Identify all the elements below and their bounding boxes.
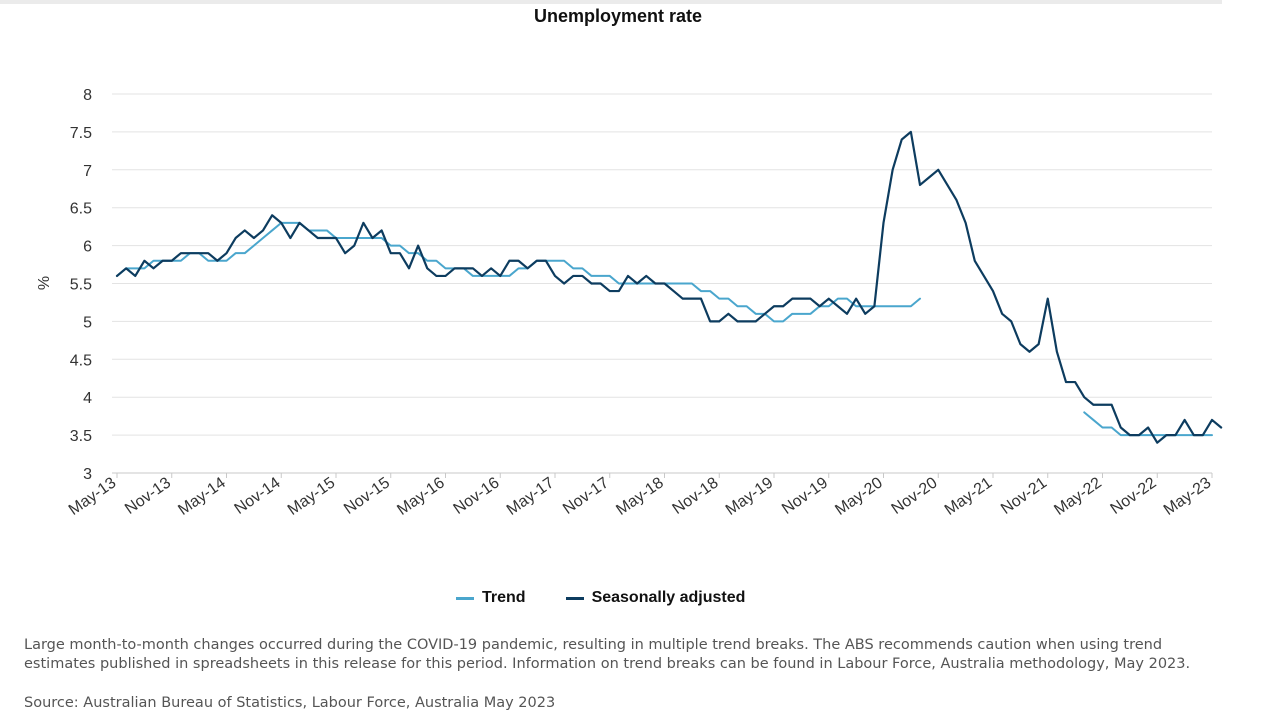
x-tick-label: Nov-14	[232, 474, 284, 518]
x-tick-label: Nov-19	[779, 474, 831, 518]
legend-item-seasonally-adjusted[interactable]: Seasonally adjusted	[565, 589, 746, 607]
line-chart: 8 7.5 7 6.5 6 5.5 5 4.5 4 3.5 3% May-13 Nov-13 May-14…	[36, 87, 1223, 519]
y-tick-label: 3.5	[70, 428, 92, 445]
y-tick-label: 6	[83, 239, 92, 256]
y-tick-label: 5	[83, 314, 92, 331]
series-line-trend	[1083, 411, 1213, 437]
x-tick-label: Nov-18	[670, 474, 722, 518]
x-tick-label: Nov-21	[998, 474, 1050, 518]
x-tick-label: May-23	[1161, 474, 1215, 519]
chart-title: Unemployment rate	[533, 6, 703, 26]
series-line-trend	[116, 221, 921, 323]
x-tick-label: Nov-15	[341, 474, 393, 518]
y-tick-label: 8	[83, 87, 92, 104]
top-divider	[0, 0, 1222, 4]
y-tick-label: 5.5	[70, 277, 92, 294]
x-tick-label: May-21	[942, 474, 996, 519]
y-tick-label: 4	[83, 390, 92, 407]
y-tick-label: 6.5	[70, 201, 92, 218]
y-axis-label: %	[36, 276, 53, 290]
x-tick-label: May-20	[832, 474, 886, 519]
x-tick-label: May-22	[1051, 474, 1105, 519]
x-tick-label: Nov-13	[122, 474, 174, 518]
y-tick-label: 4.5	[70, 352, 92, 369]
legend-item-trend[interactable]: Trend	[456, 589, 526, 607]
y-tick-label: 7	[83, 163, 92, 180]
x-tick-label: May-13	[66, 474, 120, 519]
y-tick-label: 3	[83, 466, 92, 483]
x-tick-label: May-18	[613, 474, 667, 519]
legend-label-trend: Trend	[482, 589, 526, 606]
x-tick-label: Nov-17	[560, 474, 612, 518]
footnote: Large month-to-month changes occurred du…	[24, 637, 1191, 672]
x-tick-label: Nov-22	[1108, 474, 1160, 518]
x-tick-label: May-14	[175, 474, 229, 519]
y-tick-label: 7.5	[70, 125, 92, 142]
chart-legend: Trend Seasonally adjusted	[456, 589, 785, 607]
source-note: Source: Australian Bureau of Statistics,…	[24, 695, 556, 711]
x-tick-label: May-19	[723, 474, 777, 519]
legend-label-seasonally-adjusted: Seasonally adjusted	[591, 589, 746, 606]
x-tick-label: May-17	[504, 474, 558, 519]
x-tick-label: May-16	[394, 474, 448, 519]
x-tick-label: Nov-16	[451, 474, 503, 518]
trend-swatch	[456, 596, 474, 600]
seasonally-adjusted-swatch	[565, 596, 584, 600]
series-line-seasonally-adjusted	[115, 130, 1223, 444]
x-tick-label: May-15	[285, 474, 339, 519]
x-tick-label: Nov-20	[889, 474, 941, 518]
